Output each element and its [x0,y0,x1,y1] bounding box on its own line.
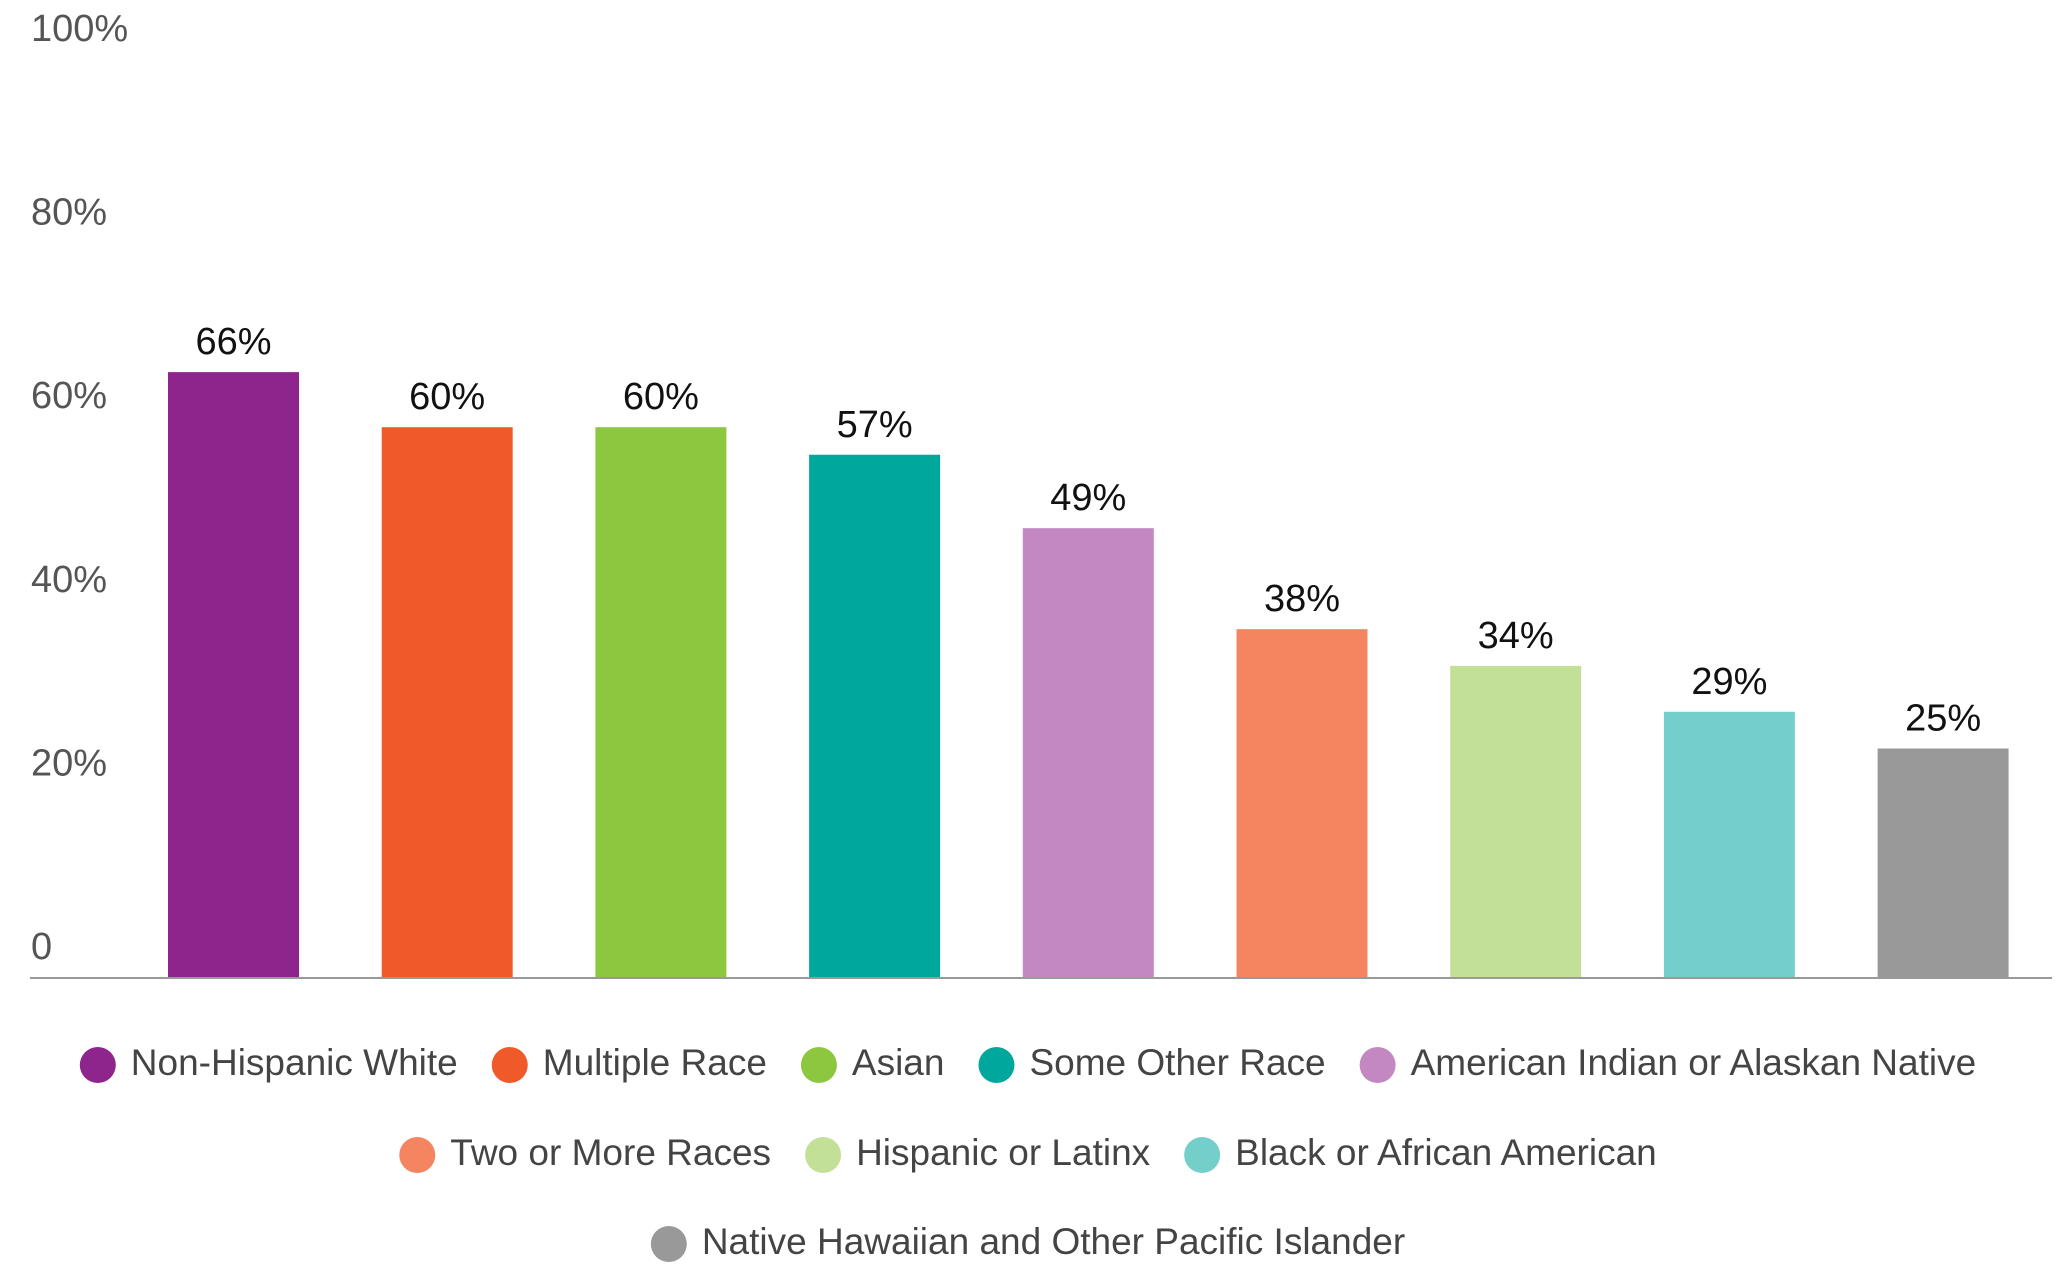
legend-marker [800,1047,837,1083]
y-tick-label: 20% [31,742,107,784]
bar [595,427,727,978]
data-label: 25% [1905,698,1981,740]
bar [1022,528,1154,978]
legend-marker [79,1047,116,1083]
legend-label: Native Hawaiian and Other Pacific Island… [702,1221,1405,1262]
legend-marker [491,1047,528,1083]
bar [809,454,941,978]
legend-label: Two or More Races [450,1132,771,1173]
bar [381,427,513,978]
legend-label: Non-Hispanic White [131,1042,458,1083]
legend-label: Multiple Race [543,1042,767,1083]
legend-marker [978,1047,1015,1083]
legend-marker [1184,1137,1221,1173]
data-label: 60% [623,376,699,418]
legend-label: Some Other Race [1029,1042,1325,1083]
legend-label: Black or African American [1235,1132,1657,1173]
y-tick-label: 40% [31,559,107,601]
legend-marker [805,1137,842,1173]
bar [1450,665,1582,978]
bar [168,372,299,978]
legend-label: Hispanic or Latinx [856,1132,1151,1173]
data-label: 29% [1691,661,1767,703]
y-tick-label: 0 [31,926,52,968]
legend-marker [1359,1047,1396,1083]
data-label: 34% [1478,615,1554,657]
bar [1236,629,1368,978]
y-tick-label: 60% [31,375,107,417]
data-label: 66% [195,321,271,363]
bar [1877,748,2009,978]
data-label: 49% [1050,477,1126,519]
legend-label: Asian [852,1042,945,1083]
data-label: 57% [837,404,913,446]
legend-marker [399,1137,436,1173]
bar [1663,711,1795,978]
legend-marker [650,1226,687,1262]
data-label: 60% [409,376,485,418]
y-tick-label: 100% [31,8,128,50]
legend-label: American Indian or Alaskan Native [1411,1042,1977,1083]
data-label: 38% [1264,578,1340,620]
y-tick-label: 80% [31,192,107,234]
